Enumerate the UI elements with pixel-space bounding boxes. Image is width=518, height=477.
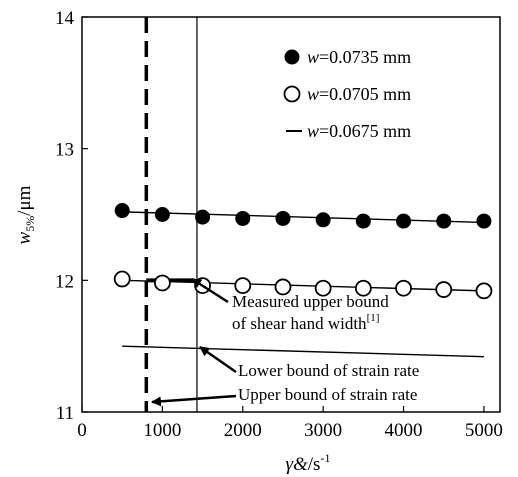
x-axis-label-sup: -1 — [320, 451, 330, 465]
annotation-measured-line2: of shear hand width[1] — [232, 312, 379, 333]
series-1-point — [315, 212, 331, 228]
series-2-point — [314, 279, 332, 297]
annotation-upper-bound: Upper bound of strain rate — [238, 385, 417, 404]
x-tick-label: 4000 — [385, 420, 423, 441]
series-2-fit-line — [122, 279, 484, 292]
legend-marker-filled — [284, 49, 300, 65]
annotation-measured-line1: Measured upper bound — [232, 292, 389, 311]
legend-entry-2: w=0.0705 mm — [307, 84, 411, 104]
x-tick-label: 1000 — [143, 420, 181, 441]
x-axis-label: γ&/s-1 — [286, 451, 331, 475]
series-2-point — [274, 278, 292, 296]
annotation-lower-bound: Lower bound of strain rate — [238, 361, 419, 380]
arrow-upper-bound — [151, 394, 237, 407]
x-axis-label-unit: /s — [308, 454, 321, 475]
x-tick-label: 0 — [77, 420, 87, 441]
x-tick-label: 3000 — [304, 420, 342, 441]
legend-entry-1: w=0.0735 mm — [307, 47, 411, 67]
data-points — [113, 203, 493, 300]
series-1-point — [436, 213, 452, 229]
fit-lines — [122, 211, 484, 358]
series-1-point — [114, 203, 130, 219]
legend-entry-3: w=0.0675 mm — [307, 121, 411, 141]
y-tick-label: 11 — [56, 403, 74, 424]
series-2-point — [113, 270, 131, 288]
arrow-measured — [191, 277, 229, 304]
series-2-point — [153, 274, 171, 292]
series-2-point — [234, 277, 252, 295]
y-tick-label: 13 — [55, 140, 74, 161]
series-1-point — [195, 209, 211, 225]
y-axis-label-unit: /μm — [14, 185, 35, 215]
x-tick-label: 5000 — [465, 420, 503, 441]
y-axis-label: w5%/μm — [14, 185, 37, 244]
series-1-fit-line — [122, 211, 484, 224]
y-axis-label-sub: 5% — [23, 216, 37, 232]
series-1-point — [235, 210, 251, 226]
y-axis-label-symbol: w — [14, 231, 35, 244]
series-2-point — [435, 281, 453, 298]
series-1-point — [476, 213, 492, 229]
series-2-point — [395, 279, 412, 297]
legend: w=0.0735 mm w=0.0705 mm w=0.0675 mm — [283, 47, 411, 141]
series-2-point — [354, 279, 372, 297]
y-tick-label: 12 — [55, 271, 74, 292]
series-1-point — [154, 207, 170, 222]
legend-marker-open — [283, 85, 301, 103]
y-tick-label: 14 — [55, 8, 75, 29]
plot-frame — [81, 16, 501, 413]
x-tick-label: 2000 — [224, 420, 262, 441]
series-3-fit-line — [122, 345, 484, 358]
series-1-point — [355, 213, 371, 229]
series-1-point — [275, 210, 291, 226]
axis-ticks: 0 1000 2000 3000 4000 5000 11 12 13 14 — [55, 8, 503, 441]
series-2-point — [475, 282, 493, 300]
series-1-point — [396, 213, 412, 229]
arrow-lower-bound — [199, 345, 237, 374]
x-axis-label-symbol: γ& — [286, 454, 308, 475]
